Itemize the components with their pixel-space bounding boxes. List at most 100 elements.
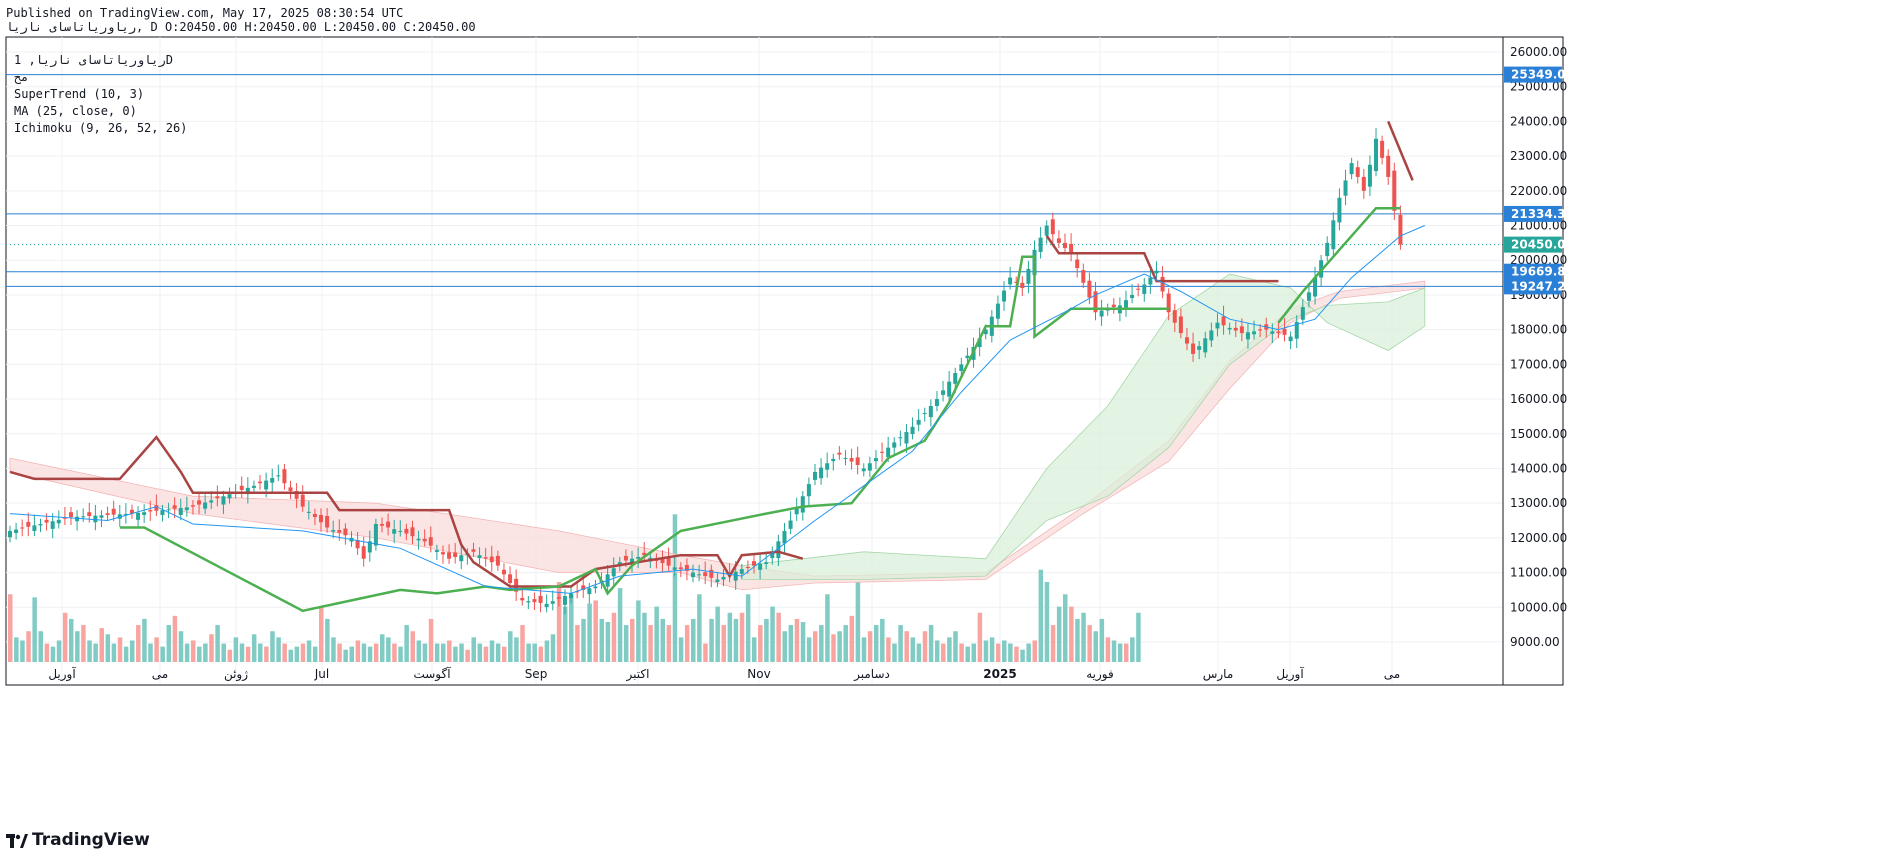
volume-bar: [148, 643, 153, 662]
volume-bar: [770, 606, 775, 662]
published-line: Published on TradingView.com, May 17, 20…: [6, 6, 404, 20]
ma-line: [9, 225, 1425, 594]
candle-body: [209, 500, 214, 503]
candle-body: [697, 574, 702, 576]
candle-body: [886, 447, 891, 458]
volume-bar: [245, 646, 251, 662]
candle-body: [68, 512, 73, 518]
candle-body: [1160, 276, 1165, 292]
volume-bar: [1014, 646, 1019, 662]
volume-bar: [129, 640, 135, 662]
volume-bar: [282, 643, 287, 662]
legend-supertrend[interactable]: SuperTrend (10, 3): [14, 87, 145, 101]
volume-bar: [709, 618, 714, 662]
candle-body: [1252, 331, 1257, 335]
tradingview-logo-icon: [6, 833, 28, 848]
volume-bar: [471, 637, 476, 662]
volume-bar: [209, 634, 214, 662]
candle-body: [294, 491, 299, 499]
volume-bar: [81, 625, 86, 662]
candle-body: [532, 599, 537, 603]
tradingview-logo[interactable]: TradingView: [6, 830, 150, 850]
hline-price-tag-bg: [1504, 205, 1562, 222]
candle-body: [123, 513, 128, 515]
last-price-tag-bg: [1504, 236, 1562, 253]
x-tick-label: دسامبر: [853, 667, 890, 682]
candle-body: [1056, 238, 1061, 243]
candle-body: [1325, 242, 1330, 257]
candle-body: [715, 579, 720, 582]
candle-body: [166, 509, 171, 511]
candle-body: [770, 551, 775, 559]
candle-body: [684, 564, 689, 571]
candle-body: [691, 572, 696, 578]
candle-body: [587, 588, 592, 595]
candle-body: [800, 496, 805, 513]
candle-body: [197, 500, 202, 505]
volume-bar: [739, 612, 745, 662]
volume-bar: [898, 625, 903, 662]
volume-bar: [178, 631, 184, 662]
candle-body: [1142, 284, 1147, 294]
legend-symbol[interactable]: ریاوریاتاسای ناریا, 1D: [14, 53, 173, 67]
candle-body: [1313, 277, 1318, 297]
volume-bar: [349, 646, 355, 662]
volume-bar: [386, 637, 391, 662]
volume-bar: [630, 618, 635, 662]
volume-bar: [666, 625, 672, 662]
x-tick-label: مارس: [1203, 667, 1234, 682]
candle-body: [556, 597, 561, 599]
candle-body: [203, 502, 208, 509]
candle-body: [483, 557, 488, 559]
volume-bar: [508, 631, 513, 662]
volume-bar: [416, 640, 422, 662]
hline-price-tag-bg: [1504, 66, 1562, 83]
volume-bar: [1044, 582, 1050, 662]
volume-bar: [623, 625, 629, 662]
volume-bar: [1123, 643, 1129, 662]
candle-body: [325, 516, 330, 528]
volume-bar: [703, 643, 708, 662]
volume-bar: [203, 643, 208, 662]
candle-body: [794, 508, 799, 515]
y-tick-label: 17000.00: [1510, 357, 1567, 371]
candle-body: [739, 569, 744, 574]
candle-body: [1184, 337, 1189, 344]
volume-bar: [1117, 643, 1123, 662]
hline-price-tag-text: 19669.85: [1511, 265, 1574, 279]
candle-body: [300, 494, 305, 507]
volume-bar: [32, 597, 37, 662]
candle-body: [337, 530, 342, 533]
volume-bar: [648, 625, 653, 662]
volume-bar: [733, 618, 739, 662]
candle-body: [538, 595, 543, 603]
volume-bar: [343, 649, 348, 662]
candle-body: [306, 511, 311, 513]
candle-body: [1355, 167, 1360, 177]
volume-bar: [117, 637, 123, 662]
x-tick-label: آوریل: [1276, 666, 1304, 682]
volume-bar: [684, 625, 690, 662]
candle-body: [843, 458, 848, 460]
candle-body: [928, 406, 933, 418]
hline-price-tag: 21334.33: [1504, 205, 1574, 222]
volume-bar: [1093, 631, 1098, 662]
volume-bar: [654, 606, 659, 662]
candle-body: [642, 552, 647, 556]
candle-body: [251, 485, 256, 488]
candle-body: [398, 530, 403, 532]
legend-ichimoku[interactable]: Ichimoku (9, 26, 52, 26): [14, 121, 188, 135]
legend-ma[interactable]: MA (25, close, 0): [14, 104, 137, 118]
x-tick-label: می: [1384, 667, 1400, 681]
candle-body: [1093, 291, 1098, 313]
volume-bar: [300, 643, 306, 662]
candle-body: [227, 494, 232, 499]
candle-body: [392, 529, 397, 534]
volume-bar: [111, 643, 117, 662]
volume-bar: [434, 643, 440, 662]
candle-body: [1038, 237, 1043, 252]
volume-bar: [526, 643, 531, 662]
candle-body: [221, 496, 226, 505]
candle-body: [1331, 220, 1336, 250]
